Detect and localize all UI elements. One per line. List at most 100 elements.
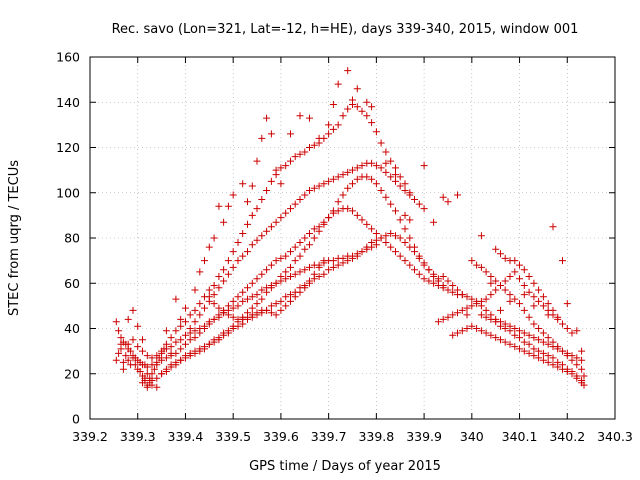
data-point xyxy=(439,282,447,289)
data-point xyxy=(444,198,452,206)
data-point xyxy=(530,279,538,287)
data-point xyxy=(430,273,438,280)
data-point xyxy=(141,377,149,384)
data-point xyxy=(148,381,156,389)
data-point xyxy=(191,306,199,314)
data-point xyxy=(434,318,442,326)
data-point xyxy=(377,164,385,172)
y-tick-label: 100 xyxy=(56,185,80,200)
data-point xyxy=(420,259,428,267)
data-point xyxy=(191,318,199,326)
data-point xyxy=(315,263,323,271)
data-point xyxy=(320,257,328,265)
data-point xyxy=(449,282,457,289)
data-point xyxy=(477,302,485,310)
data-point xyxy=(463,293,471,301)
x-tick-label: 339.7 xyxy=(311,429,347,444)
y-tick-label: 120 xyxy=(56,140,80,155)
data-point xyxy=(396,216,404,224)
data-point xyxy=(525,313,533,321)
data-point xyxy=(392,164,399,172)
data-point xyxy=(117,334,125,342)
data-point xyxy=(368,175,376,183)
data-point xyxy=(182,304,189,312)
data-point xyxy=(372,180,380,188)
data-point xyxy=(282,275,290,283)
data-point xyxy=(306,230,313,237)
data-point xyxy=(167,334,175,342)
data-point xyxy=(301,148,309,156)
data-point xyxy=(253,236,261,244)
data-point xyxy=(539,302,547,310)
data-point xyxy=(205,340,213,348)
data-point xyxy=(210,291,218,299)
data-point xyxy=(382,159,390,167)
data-point xyxy=(234,239,242,246)
data-point xyxy=(506,340,514,348)
data-point xyxy=(334,173,342,181)
data-point xyxy=(220,218,228,226)
data-point xyxy=(463,311,471,319)
data-point xyxy=(458,291,466,299)
data-point xyxy=(497,336,504,344)
data-point xyxy=(248,182,256,190)
data-point xyxy=(301,191,309,199)
data-point xyxy=(468,257,476,265)
data-point xyxy=(353,103,361,111)
data-point xyxy=(201,322,208,330)
data-point xyxy=(201,257,208,265)
data-point xyxy=(497,250,504,258)
data-point xyxy=(162,365,170,373)
data-point xyxy=(549,338,557,346)
data-point xyxy=(325,121,333,129)
data-point xyxy=(258,232,266,240)
data-point xyxy=(482,313,490,321)
x-tick-label: 340.3 xyxy=(597,429,633,444)
data-point xyxy=(382,232,390,240)
data-point xyxy=(363,173,371,181)
data-point xyxy=(511,257,519,265)
data-point xyxy=(492,245,500,253)
x-tick-label: 339.5 xyxy=(215,429,251,444)
data-point xyxy=(578,379,586,387)
data-point xyxy=(153,374,161,382)
data-point xyxy=(291,153,299,161)
data-point xyxy=(549,306,557,314)
data-point xyxy=(501,325,509,332)
data-point xyxy=(530,320,538,328)
data-point xyxy=(492,334,500,342)
data-point xyxy=(434,277,442,285)
data-point xyxy=(329,175,337,183)
data-point xyxy=(277,164,285,172)
data-point xyxy=(530,334,538,342)
data-point xyxy=(122,352,130,360)
data-point xyxy=(349,180,356,188)
data-point xyxy=(229,191,237,199)
data-point xyxy=(253,309,261,317)
data-point xyxy=(344,168,352,176)
data-point xyxy=(306,144,313,151)
data-point xyxy=(172,358,180,366)
data-point xyxy=(449,288,457,296)
data-point xyxy=(444,313,452,321)
data-point xyxy=(487,315,495,323)
data-point xyxy=(158,347,166,355)
data-point xyxy=(258,286,266,294)
data-point xyxy=(253,300,261,308)
data-point xyxy=(244,313,251,321)
data-point xyxy=(563,300,571,308)
data-point xyxy=(172,327,180,335)
data-point xyxy=(549,361,557,369)
data-point xyxy=(349,166,356,174)
data-point xyxy=(530,302,538,310)
y-axis-label: STEC from uqrg / TECUs xyxy=(7,160,22,316)
data-point xyxy=(263,227,271,235)
axis-ticks: 339.2 339.3 339.4 339.5 339.6 339.7 339.8 339.9… xyxy=(56,50,633,445)
data-point xyxy=(415,270,423,278)
data-point xyxy=(349,207,356,215)
data-point xyxy=(258,270,266,278)
data-point xyxy=(267,261,275,269)
data-point xyxy=(239,288,247,296)
data-point xyxy=(358,216,366,224)
y-tick-label: 0 xyxy=(72,412,80,427)
